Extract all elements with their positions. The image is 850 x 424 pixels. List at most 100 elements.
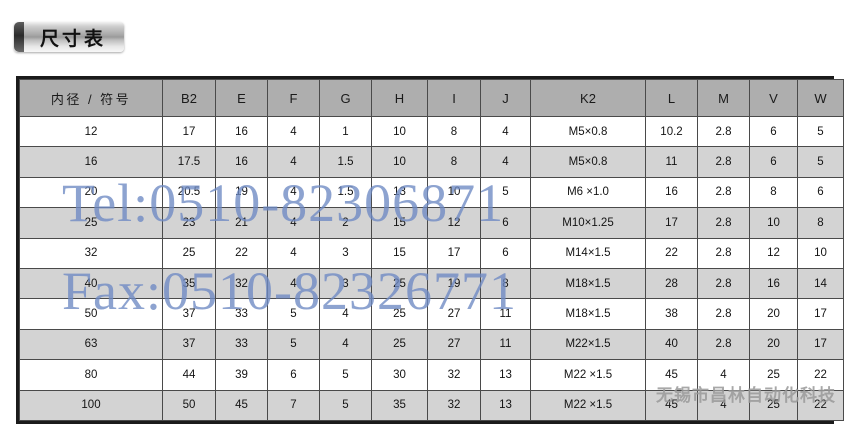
table-cell: 27 — [427, 298, 481, 330]
table-cell: 10 — [371, 115, 428, 148]
table-cell: 22 — [215, 237, 268, 269]
cell-bore-size: 32 — [19, 237, 163, 269]
table-cell: M22×1.5 — [530, 328, 646, 361]
cell-bore-size: 16 — [19, 146, 163, 178]
table-row: 40 35 32 4 3 25 19 8 M18×1.5 28 2.8 16 14 — [19, 267, 844, 300]
table-cell: M22 ×1.5 — [530, 389, 646, 421]
table-cell: 22 — [797, 389, 844, 421]
table-cell: 10.2 — [645, 115, 698, 148]
table-cell: M5×0.8 — [530, 115, 646, 148]
table-cell: 32 — [215, 267, 268, 300]
table-cell: 16 — [645, 176, 698, 209]
table-cell: 2.8 — [697, 237, 750, 269]
column-header-w: W — [797, 79, 844, 117]
table-cell: M6 ×1.0 — [530, 176, 646, 209]
table-cell: 16 — [215, 115, 268, 148]
table-cell: 45 — [645, 359, 698, 391]
table-cell: 5 — [480, 176, 531, 209]
table-cell: 13 — [480, 389, 531, 421]
table-cell: 20.5 — [162, 176, 216, 209]
table-cell: 5 — [797, 146, 844, 178]
table-cell: 27 — [427, 328, 481, 361]
table-cell: 32 — [427, 359, 481, 391]
table-cell: 17 — [162, 115, 216, 148]
table-cell: 4 — [319, 328, 372, 361]
table-cell: 4 — [697, 389, 750, 421]
table-cell: 11 — [645, 146, 698, 178]
column-header-e: E — [215, 79, 268, 117]
column-header-v: V — [749, 79, 798, 117]
table-row: 63 37 33 5 4 25 27 11 M22×1.5 40 2.8 20 17 — [19, 328, 844, 361]
table-cell: 37 — [162, 298, 216, 330]
table-cell: 16 — [215, 146, 268, 178]
table-cell: 4 — [267, 146, 320, 178]
column-header-m: M — [697, 79, 750, 117]
table-cell: 2.8 — [697, 176, 750, 209]
table-cell: 25 — [749, 359, 798, 391]
table-cell: 45 — [645, 389, 698, 421]
table-cell: 20 — [749, 298, 798, 330]
table-cell: 6 — [749, 146, 798, 178]
table-cell: M5×0.8 — [530, 146, 646, 178]
table-cell: M14×1.5 — [530, 237, 646, 269]
table-cell: 4 — [697, 359, 750, 391]
cell-bore-size: 40 — [19, 267, 163, 300]
table-cell: 5 — [797, 115, 844, 148]
table-cell: 1 — [319, 115, 372, 148]
table-cell: 22 — [645, 237, 698, 269]
page-title: 尺寸表 — [39, 28, 106, 50]
table-cell: 25 — [371, 267, 428, 300]
table-cell: 35 — [162, 267, 216, 300]
table-cell: 3 — [319, 237, 372, 269]
cell-bore-size: 20 — [19, 176, 163, 209]
table-cell: 4 — [267, 207, 320, 239]
cell-bore-size: 25 — [19, 207, 163, 239]
table-cell: 33 — [215, 328, 268, 361]
table-cell: 5 — [319, 389, 372, 421]
table-row: 25 23 21 4 2 15 12 6 M10×1.25 17 2.8 10 8 — [19, 207, 844, 239]
table-cell: 44 — [162, 359, 216, 391]
column-header-f: F — [267, 79, 320, 117]
table-cell: M10×1.25 — [530, 207, 646, 239]
cell-bore-size: 100 — [19, 389, 163, 421]
table-cell: 1.5 — [319, 176, 372, 209]
table-cell: 25 — [749, 389, 798, 421]
column-header-b2: B2 — [162, 79, 216, 117]
table-cell: 8 — [480, 267, 531, 300]
table-cell: 8 — [797, 207, 844, 239]
table-body: 12 17 16 4 1 10 8 4 M5×0.8 10.2 2.8 6 5 16 17.5 16 4 1.5 1… — [19, 115, 844, 421]
table-cell: 4 — [267, 267, 320, 300]
table-cell: 15 — [371, 207, 428, 239]
cell-bore-size: 50 — [19, 298, 163, 330]
table-cell: 11 — [480, 298, 531, 330]
table-cell: 8 — [427, 115, 481, 148]
column-header-i: I — [427, 79, 481, 117]
table-cell: 22 — [797, 359, 844, 391]
table-cell: 17 — [797, 328, 844, 361]
table-cell: 5 — [267, 298, 320, 330]
table-row: 20 20.5 19 4 1.5 13 10 5 M6 ×1.0 16 2.8 8 6 — [19, 176, 844, 209]
table-header-row: 内径 / 符号 B2 E F G H I J K2 L M V W — [19, 79, 844, 117]
table-cell: 10 — [427, 176, 481, 209]
table-row: 16 17.5 16 4 1.5 10 8 4 M5×0.8 11 2.8 6 5 — [19, 146, 844, 178]
table-row: 32 25 22 4 3 15 17 6 M14×1.5 22 2.8 12 10 — [19, 237, 844, 269]
table-cell: 17.5 — [162, 146, 216, 178]
table-cell: 6 — [480, 237, 531, 269]
table-cell: 12 — [749, 237, 798, 269]
table-cell: 10 — [371, 146, 428, 178]
column-header-k2: K2 — [530, 79, 646, 117]
table-row: 100 50 45 7 5 35 32 13 M22 ×1.5 45 4 25 22 — [19, 389, 844, 421]
table-cell: 13 — [371, 176, 428, 209]
table-cell: 14 — [797, 267, 844, 300]
table-cell: 11 — [480, 328, 531, 361]
table-cell: 4 — [319, 298, 372, 330]
table-cell: 37 — [162, 328, 216, 361]
table-row: 80 44 39 6 5 30 32 13 M22 ×1.5 45 4 25 22 — [19, 359, 844, 391]
cell-bore-size: 80 — [19, 359, 163, 391]
dimension-table-container: 内径 / 符号 B2 E F G H I J K2 L M V W 12 17 16… — [16, 76, 844, 424]
table-cell: 32 — [427, 389, 481, 421]
table-cell: 2.8 — [697, 267, 750, 300]
table-cell: 17 — [797, 298, 844, 330]
table-cell: 25 — [371, 298, 428, 330]
table-cell: 2.8 — [697, 115, 750, 148]
